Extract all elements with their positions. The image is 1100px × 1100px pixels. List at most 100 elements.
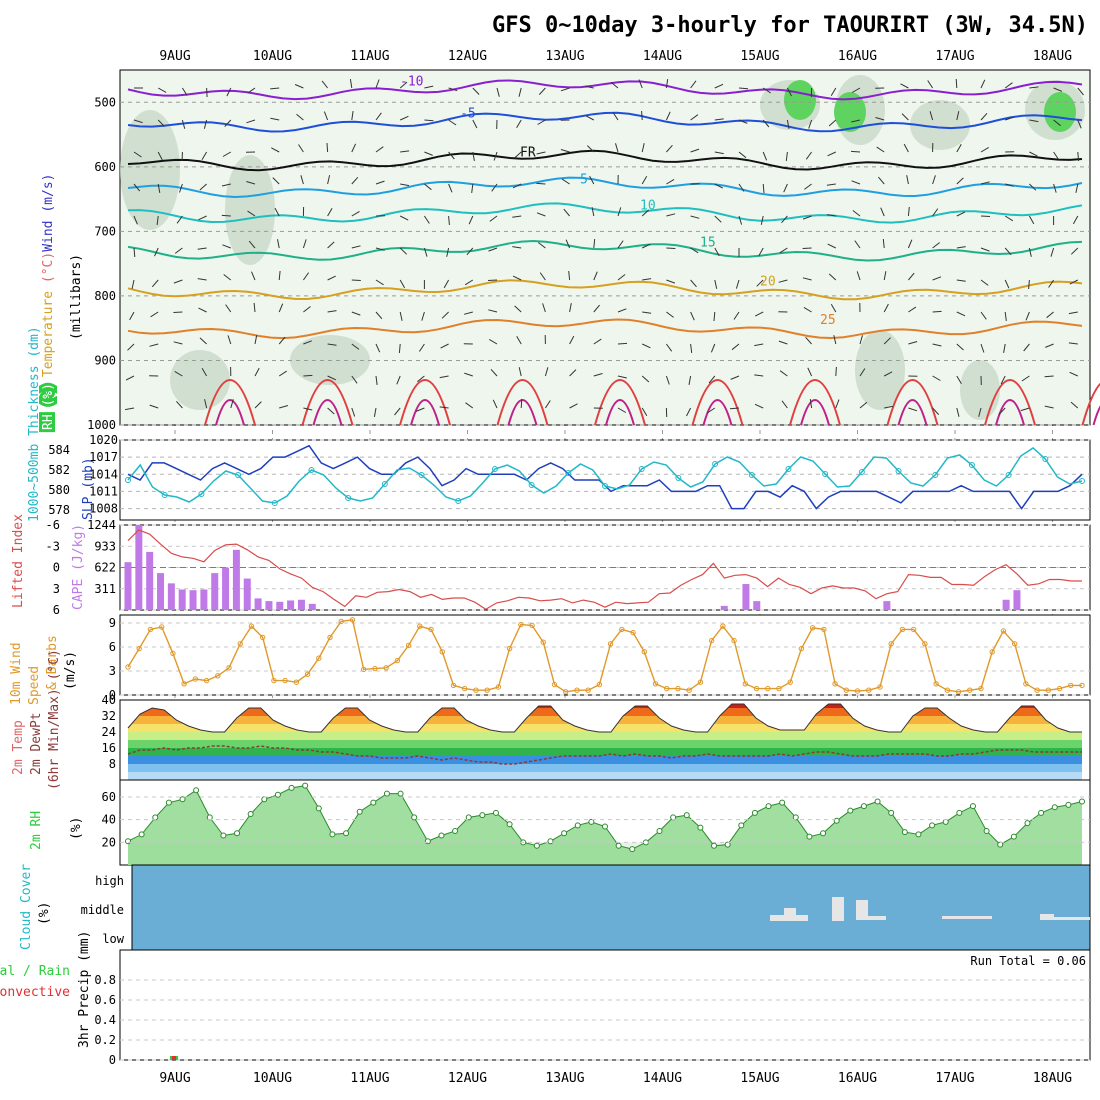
wind-barb [665,343,673,352]
cloud-ylabel: Cloud Cover [19,864,34,950]
wind10-point [742,681,748,687]
wind-barb [466,247,474,256]
wind-barb [542,303,546,313]
isotherm-label: 25 [820,313,836,328]
isotherm-20 [127,279,1083,301]
date-label-bottom: 16AUG [838,1071,877,1086]
wind-barb [327,375,337,381]
wind-barb [1023,343,1030,352]
wind-barb [1053,87,1063,92]
wind-barb [686,407,692,417]
rh-point [874,798,881,805]
wind-barb [518,87,522,97]
wind-barb [690,80,697,89]
wind-barb [980,146,989,153]
wind-barb [199,337,207,345]
wind-barb [514,305,522,313]
rh-point [779,799,786,806]
wind-barb [666,144,673,153]
wind-barb [206,87,208,98]
wind-barb [351,311,361,316]
thickness-point [125,477,131,483]
wind-barb [783,183,788,193]
wind-barb [569,335,575,345]
date-label-top: 17AUG [935,49,974,64]
wind10-point [506,645,513,652]
wind-barb [157,183,161,193]
wind-barb [593,304,600,313]
temp-band [128,748,1082,756]
wind-barb [907,239,913,249]
rh-tick: 60 [102,790,116,804]
rh-point [193,787,200,794]
rh-shade-blob [225,155,275,265]
rh-point [642,839,649,846]
wind10-point [753,685,760,692]
wind-barb [932,175,936,185]
rh-point [860,803,867,810]
wind-barb [779,370,788,377]
chart-title: GFS 0~10day 3-hourly for TAOURIRT (3W, 3… [492,13,1088,38]
wind-barb [908,272,915,281]
precip-tick: 0 [109,1053,116,1067]
wind-barb [568,270,571,281]
wind-barb [323,111,329,121]
wind-barb [690,148,700,153]
wind-barb [956,246,966,249]
date-label-top: 13AUG [545,49,584,64]
wind-barb [222,244,231,249]
hot-cell-contour [995,399,1025,426]
wind10-point [372,665,378,672]
wind-barb [272,177,280,185]
wind-barb [1050,247,1055,257]
rh-shade-blob [910,100,970,150]
wind-barb [688,375,692,385]
date-label-top: 12AUG [448,49,487,64]
lifted-tick: -3 [46,539,60,553]
thickness-point [455,498,462,504]
wind-barb [1070,401,1079,409]
wind-barb [828,273,837,281]
rh-point [411,814,418,821]
pressure-tick: 700 [94,224,116,238]
wind-barb [1072,215,1079,225]
wind10-ylabel-line: 10m Wind [9,642,24,705]
wind10-ylabel-line: & Barbs [45,635,60,690]
isotherm-label: 20 [760,274,776,289]
wind-barb [179,183,183,193]
rh-point [792,814,799,821]
wind-barb [714,183,724,189]
isotherm-5 [127,176,1083,199]
isotherm-25 [127,318,1083,340]
wind-barb [908,306,917,313]
precip-ylabel: 3hr Precip (mm) [77,931,92,1048]
rh-point [602,823,608,830]
wind-barb [714,279,718,289]
thickness-point [1005,472,1012,478]
wind-barb [375,247,385,251]
wind-barb [852,210,861,217]
wind-barb [399,81,408,89]
wind-barb [253,302,256,313]
wind10-point [630,629,636,636]
cloud-block [1040,917,1090,920]
wind-barb [617,274,626,281]
wind-barb [1005,183,1015,187]
wind-barb [809,399,813,409]
rh-point [833,817,840,824]
rh-tick: 40 [102,813,116,827]
wind-barb [835,399,840,409]
rh-point [288,784,295,791]
thickness-point [271,500,278,506]
wind-barb [1068,342,1078,345]
slp-tick: 1011 [89,484,118,498]
hot-cell-contour [984,379,1036,426]
date-label-bottom: 12AUG [448,1071,487,1086]
wind-barb [439,375,449,379]
wind10-frame [119,614,1091,696]
wind10-point [1045,687,1052,693]
cloud-frame [131,864,1091,951]
wind10-point [495,684,502,690]
wind10-point [1011,641,1018,647]
wind-barb [805,151,813,160]
